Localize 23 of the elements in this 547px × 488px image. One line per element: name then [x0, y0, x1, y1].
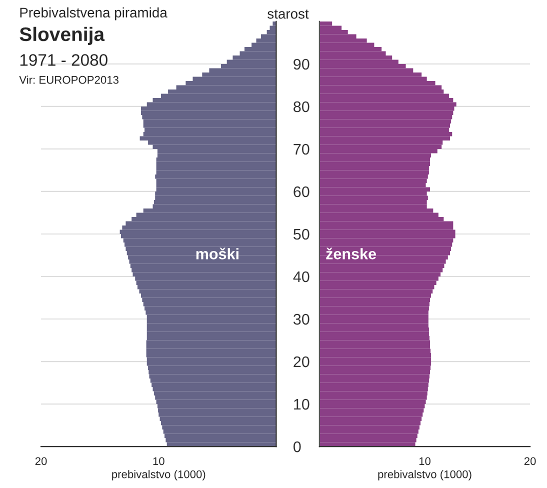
y-tick-label: 10 — [294, 398, 310, 410]
x-tick-label: 20 — [35, 457, 47, 466]
annotation: 1971 - 2080 — [20, 54, 108, 66]
y-tick-label: 90 — [294, 58, 310, 70]
chart-subtitle: Slovenija — [20, 26, 105, 45]
annotation: Vir: EUROPOP2013 — [19, 76, 118, 84]
y-tick-label: 20 — [294, 356, 310, 368]
x-axis-title: prebivalstvo (1000) — [112, 470, 206, 480]
y-tick-label: 60 — [294, 186, 310, 198]
y-tick-label: 80 — [294, 101, 310, 112]
x-axis-title: prebivalstvo (1000) — [378, 470, 472, 480]
y-tick-label: 40 — [293, 271, 310, 282]
chart-title: Prebivalstvena piramida — [20, 7, 168, 20]
y-tick-label: 0 — [294, 441, 301, 452]
y-tick-label: 50 — [294, 228, 310, 240]
y-tick-label: 30 — [293, 314, 310, 325]
series-label: moški — [196, 248, 238, 260]
x-tick-label: 10 — [153, 457, 164, 466]
x-tick-label: 10 — [419, 457, 430, 466]
x-tick-label: 20 — [524, 457, 536, 466]
y-tick-label: 70 — [294, 144, 310, 155]
series-label: ženske — [326, 248, 376, 260]
y-axis-title: starost — [268, 10, 309, 19]
